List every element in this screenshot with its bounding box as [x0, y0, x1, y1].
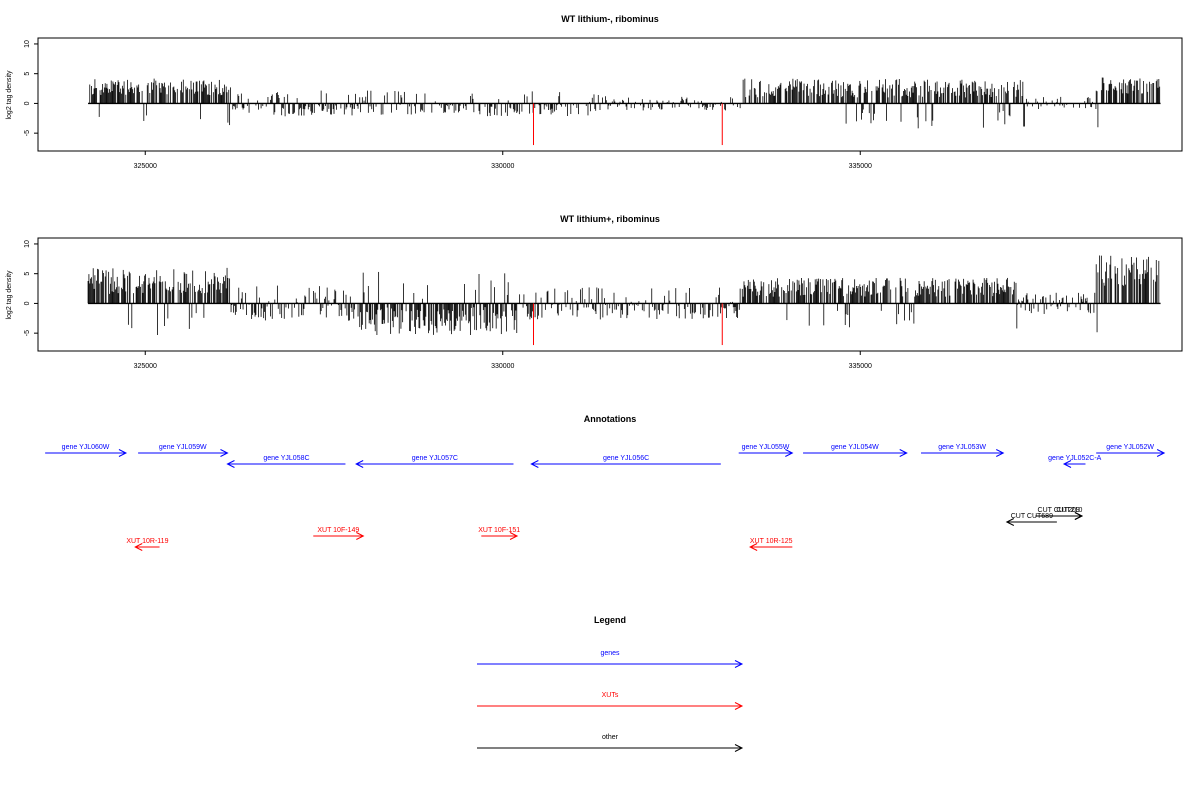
legend-label: other — [602, 734, 619, 741]
legend-section: Legend genes XUTs other — [477, 615, 744, 752]
gene-feature-arrow — [803, 449, 908, 457]
feature-arrows: gene YJL060W gene YJL059W gene YJL058C gene… — [45, 444, 1166, 551]
gene-feature-arrow — [355, 460, 514, 468]
panel-title: WT lithium-, ribominus — [561, 14, 659, 24]
legend-title: Legend — [594, 615, 626, 625]
feature-label: XUT 10F-149 — [317, 527, 359, 534]
x-tick-label: 335000 — [849, 163, 872, 170]
red-marker-lines — [532, 103, 723, 146]
feature-label: CUT210 — [1056, 507, 1082, 514]
feature-label: gene YJL052W — [1106, 444, 1154, 451]
y-axis-ticks: -5 0 5 10 — [24, 240, 38, 336]
annotations-section: Annotations gene YJL060W gene YJL059Wgene… — [45, 414, 1166, 551]
x-axis-ticks: 325000 330000 335000 — [134, 351, 872, 370]
x-tick-label: 335000 — [849, 363, 872, 370]
feature-label: gene YJL054W — [831, 444, 879, 451]
feature-label: CUT CUT209 — [1038, 507, 1080, 514]
plot-frame — [37, 237, 1183, 352]
gene-feature-arrow — [226, 460, 346, 468]
legend-xut-arrow — [477, 702, 744, 710]
feature-label: XUT 10R-119 — [126, 538, 168, 545]
x-tick-label: 325000 — [134, 163, 157, 170]
gene-feature-arrow — [921, 449, 1005, 457]
x-tick-label: 325000 — [134, 363, 157, 370]
y-tick-label: -5 — [24, 330, 31, 336]
feature-label: gene YJL057C — [412, 455, 458, 462]
legend-label: genes — [600, 650, 620, 657]
gene-feature-arrow — [1062, 460, 1086, 468]
gene-feature-arrow — [738, 449, 794, 457]
feature-label: CUT CUT689 — [1011, 513, 1053, 520]
panel-title: WT lithium+, ribominus — [560, 214, 660, 224]
red-marker-lines — [532, 303, 723, 346]
gene-feature-arrow — [530, 460, 721, 468]
feature-label: gene YJL060W — [62, 444, 110, 451]
feature-label: gene YJL059W — [159, 444, 207, 451]
track-panel-lithium-plus: WT lithium+, ribominus log2 tag density … — [6, 214, 1183, 370]
y-axis-label: log2 tag density — [6, 70, 13, 120]
track-panel-lithium-minus: WT lithium-, ribominus log2 tag density … — [6, 14, 1183, 170]
feature-label: XUT 10F-151 — [478, 527, 520, 534]
y-axis-ticks: -5 0 5 10 — [24, 40, 38, 136]
feature-label: gene YJL058C — [263, 455, 309, 462]
y-tick-label: -5 — [24, 130, 31, 136]
signal-bars — [87, 255, 1161, 336]
y-tick-label: 0 — [24, 101, 31, 105]
y-tick-label: 10 — [24, 240, 31, 248]
legend-label: XUTs — [602, 692, 619, 699]
gene-feature-arrow — [1096, 449, 1166, 457]
x-tick-label: 330000 — [491, 363, 514, 370]
plot-frame — [37, 37, 1183, 152]
xut-feature-arrow — [749, 543, 793, 551]
feature-label: gene YJL053W — [938, 444, 986, 451]
gene-feature-arrow — [45, 449, 128, 457]
other-feature-arrow — [1056, 512, 1084, 520]
annotations-title: Annotations — [584, 414, 637, 424]
x-tick-label: 330000 — [491, 163, 514, 170]
legend-items: genes XUTs other — [477, 650, 744, 752]
y-tick-label: 5 — [24, 72, 31, 76]
xut-feature-arrow — [481, 532, 519, 540]
xut-feature-arrow — [134, 543, 160, 551]
other-feature-arrow — [1005, 518, 1057, 526]
y-tick-label: 10 — [24, 40, 31, 48]
y-axis-label: log2 tag density — [6, 270, 13, 320]
gene-feature-arrow — [138, 449, 229, 457]
legend-gene-arrow — [477, 660, 744, 668]
feature-label: gene YJL052C-A — [1048, 455, 1102, 462]
signal-bars — [88, 77, 1161, 129]
xut-feature-arrow — [313, 532, 365, 540]
legend-other-arrow — [477, 744, 744, 752]
y-tick-label: 5 — [24, 272, 31, 276]
y-tick-label: 0 — [24, 301, 31, 305]
x-axis-ticks: 325000 330000 335000 — [134, 151, 872, 170]
feature-label: gene YJL055W — [742, 444, 790, 451]
feature-label: gene YJL056C — [603, 455, 649, 462]
feature-label: XUT 10R-125 — [750, 538, 793, 545]
